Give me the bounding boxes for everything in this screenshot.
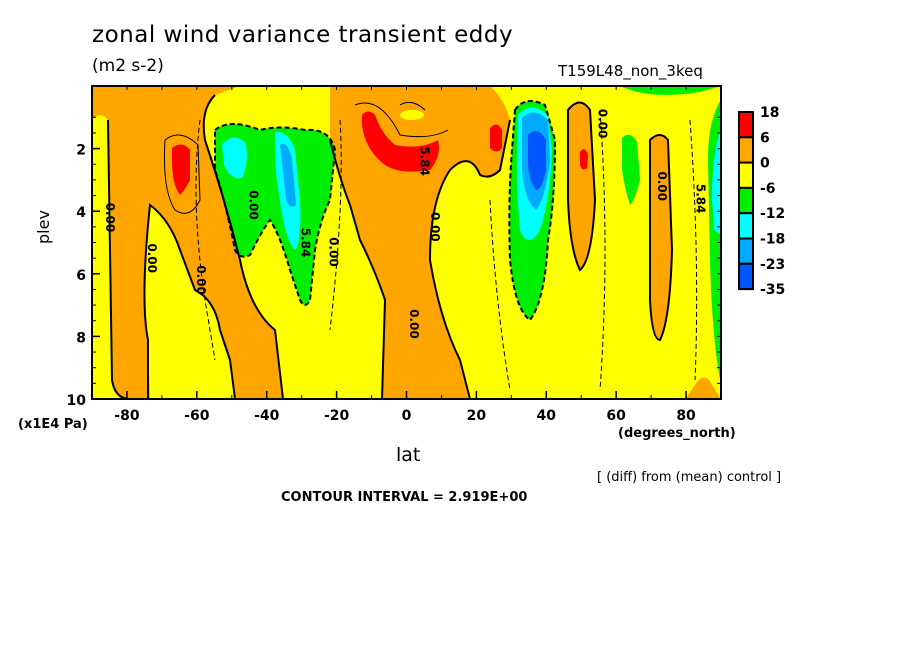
colorbar-swatch — [738, 136, 754, 164]
x-tick-label: -80 — [114, 408, 140, 424]
chart-units: (m2 s-2) — [92, 56, 164, 76]
contour-fills — [92, 86, 721, 399]
zero-contour — [567, 101, 597, 272]
contour-label: 5.84 — [417, 146, 431, 176]
axis-layer: -80 -60 -40 -20 0 20 40 60 80 2 4 6 8 10 — [67, 86, 722, 424]
colorbar-swatch — [738, 262, 754, 291]
x-tick-label: 40 — [537, 408, 557, 424]
x-axis-label: lat — [396, 444, 421, 466]
contour-lines — [107, 94, 698, 399]
pos-contour — [163, 101, 449, 214]
x-tick-label: 80 — [676, 408, 696, 424]
fill-green-55n — [622, 134, 640, 205]
neg-contour — [508, 100, 557, 322]
x-tick-label: 20 — [467, 408, 487, 424]
colorbar-swatch — [738, 212, 754, 240]
y-tick-label: 2 — [76, 143, 86, 159]
x-axis-units: (degrees_north) — [618, 426, 736, 441]
contour-label: 0.00 — [103, 203, 117, 233]
x-tick-label: -40 — [254, 408, 280, 424]
fill-red-50n — [580, 149, 588, 170]
fill-yellow-pocket — [400, 110, 424, 120]
x-tick-label: -60 — [184, 408, 210, 424]
colorbar-label: -35 — [760, 282, 785, 298]
x-tick-label: 60 — [606, 408, 626, 424]
contour-interval: CONTOUR INTERVAL = 2.919E+00 — [281, 490, 528, 505]
chart-title: zonal wind variance transient eddy — [92, 22, 514, 48]
contour-label: 5.84 — [299, 228, 313, 258]
run-label: T159L48_non_3keq — [558, 62, 703, 80]
fill-green-top — [620, 86, 721, 95]
contour-label: 0.00 — [655, 171, 669, 201]
contour-label: 0.00 — [246, 190, 260, 220]
x-tick-label: 0 — [402, 408, 412, 424]
contour-label: 5.84 — [694, 184, 708, 214]
y-tick-label: 4 — [76, 205, 86, 221]
fill-orange-40n — [568, 102, 595, 270]
colorbar-label: 18 — [760, 105, 779, 121]
fill-orange-eq-low — [395, 230, 420, 399]
contour-label: 0.00 — [596, 109, 610, 139]
y-axis-units: (x1E4 Pa) — [18, 417, 88, 432]
colorbar-swatch — [738, 186, 754, 215]
neg-contour — [214, 123, 337, 306]
fill-red-25n — [490, 124, 502, 152]
colorbar-label: -18 — [760, 232, 785, 248]
colorbar-label: 0 — [760, 156, 770, 172]
colorbar-label: 6 — [760, 130, 770, 146]
fill-orange-70n — [650, 135, 672, 340]
fill-lightblue-sh — [280, 144, 296, 207]
contour-label-layer: 0.00 0.00 0.00 0.00 5.84 0.00 5.84 0.00 0.00 0.00… — [103, 109, 708, 339]
colorbar: 18 6 0 -6 -12 -18 -23 -35 — [738, 105, 785, 298]
contour-label: 0.00 — [327, 237, 341, 267]
y-tick-label: 10 — [67, 393, 87, 409]
zero-contour — [649, 134, 674, 342]
zero-contour — [329, 119, 511, 399]
fill-orange-sh-mid — [255, 332, 270, 399]
colorbar-swatch — [738, 237, 754, 265]
diff-note: [ (diff) from (mean) control ] — [597, 470, 782, 485]
fill-orange-bottom-right — [685, 377, 721, 399]
colorbar-label: -12 — [760, 206, 785, 222]
colorbar-label: -23 — [760, 257, 785, 273]
neg-contour — [195, 109, 698, 391]
fill-cyan-right — [712, 130, 721, 235]
fill-orange-sh-high — [92, 86, 283, 399]
fill-red-sh — [172, 144, 190, 195]
y-tick-label: 8 — [76, 330, 86, 346]
contour-label: 0.00 — [145, 243, 159, 273]
contour-label: 0.00 — [428, 212, 442, 242]
fill-red-eq — [362, 111, 439, 172]
colorbar-swatch — [738, 161, 754, 189]
colorbar-swatch — [738, 111, 754, 139]
contour-label: 0.00 — [407, 309, 421, 339]
x-tick-label: -20 — [324, 408, 350, 424]
contour-label: 0.00 — [194, 265, 208, 295]
y-tick-label: 6 — [76, 268, 86, 284]
colorbar-label: -6 — [760, 181, 776, 197]
fill-cyan-sh-a — [222, 137, 247, 179]
fill-orange-equator — [330, 86, 510, 399]
fill-blue-40n — [528, 131, 546, 190]
